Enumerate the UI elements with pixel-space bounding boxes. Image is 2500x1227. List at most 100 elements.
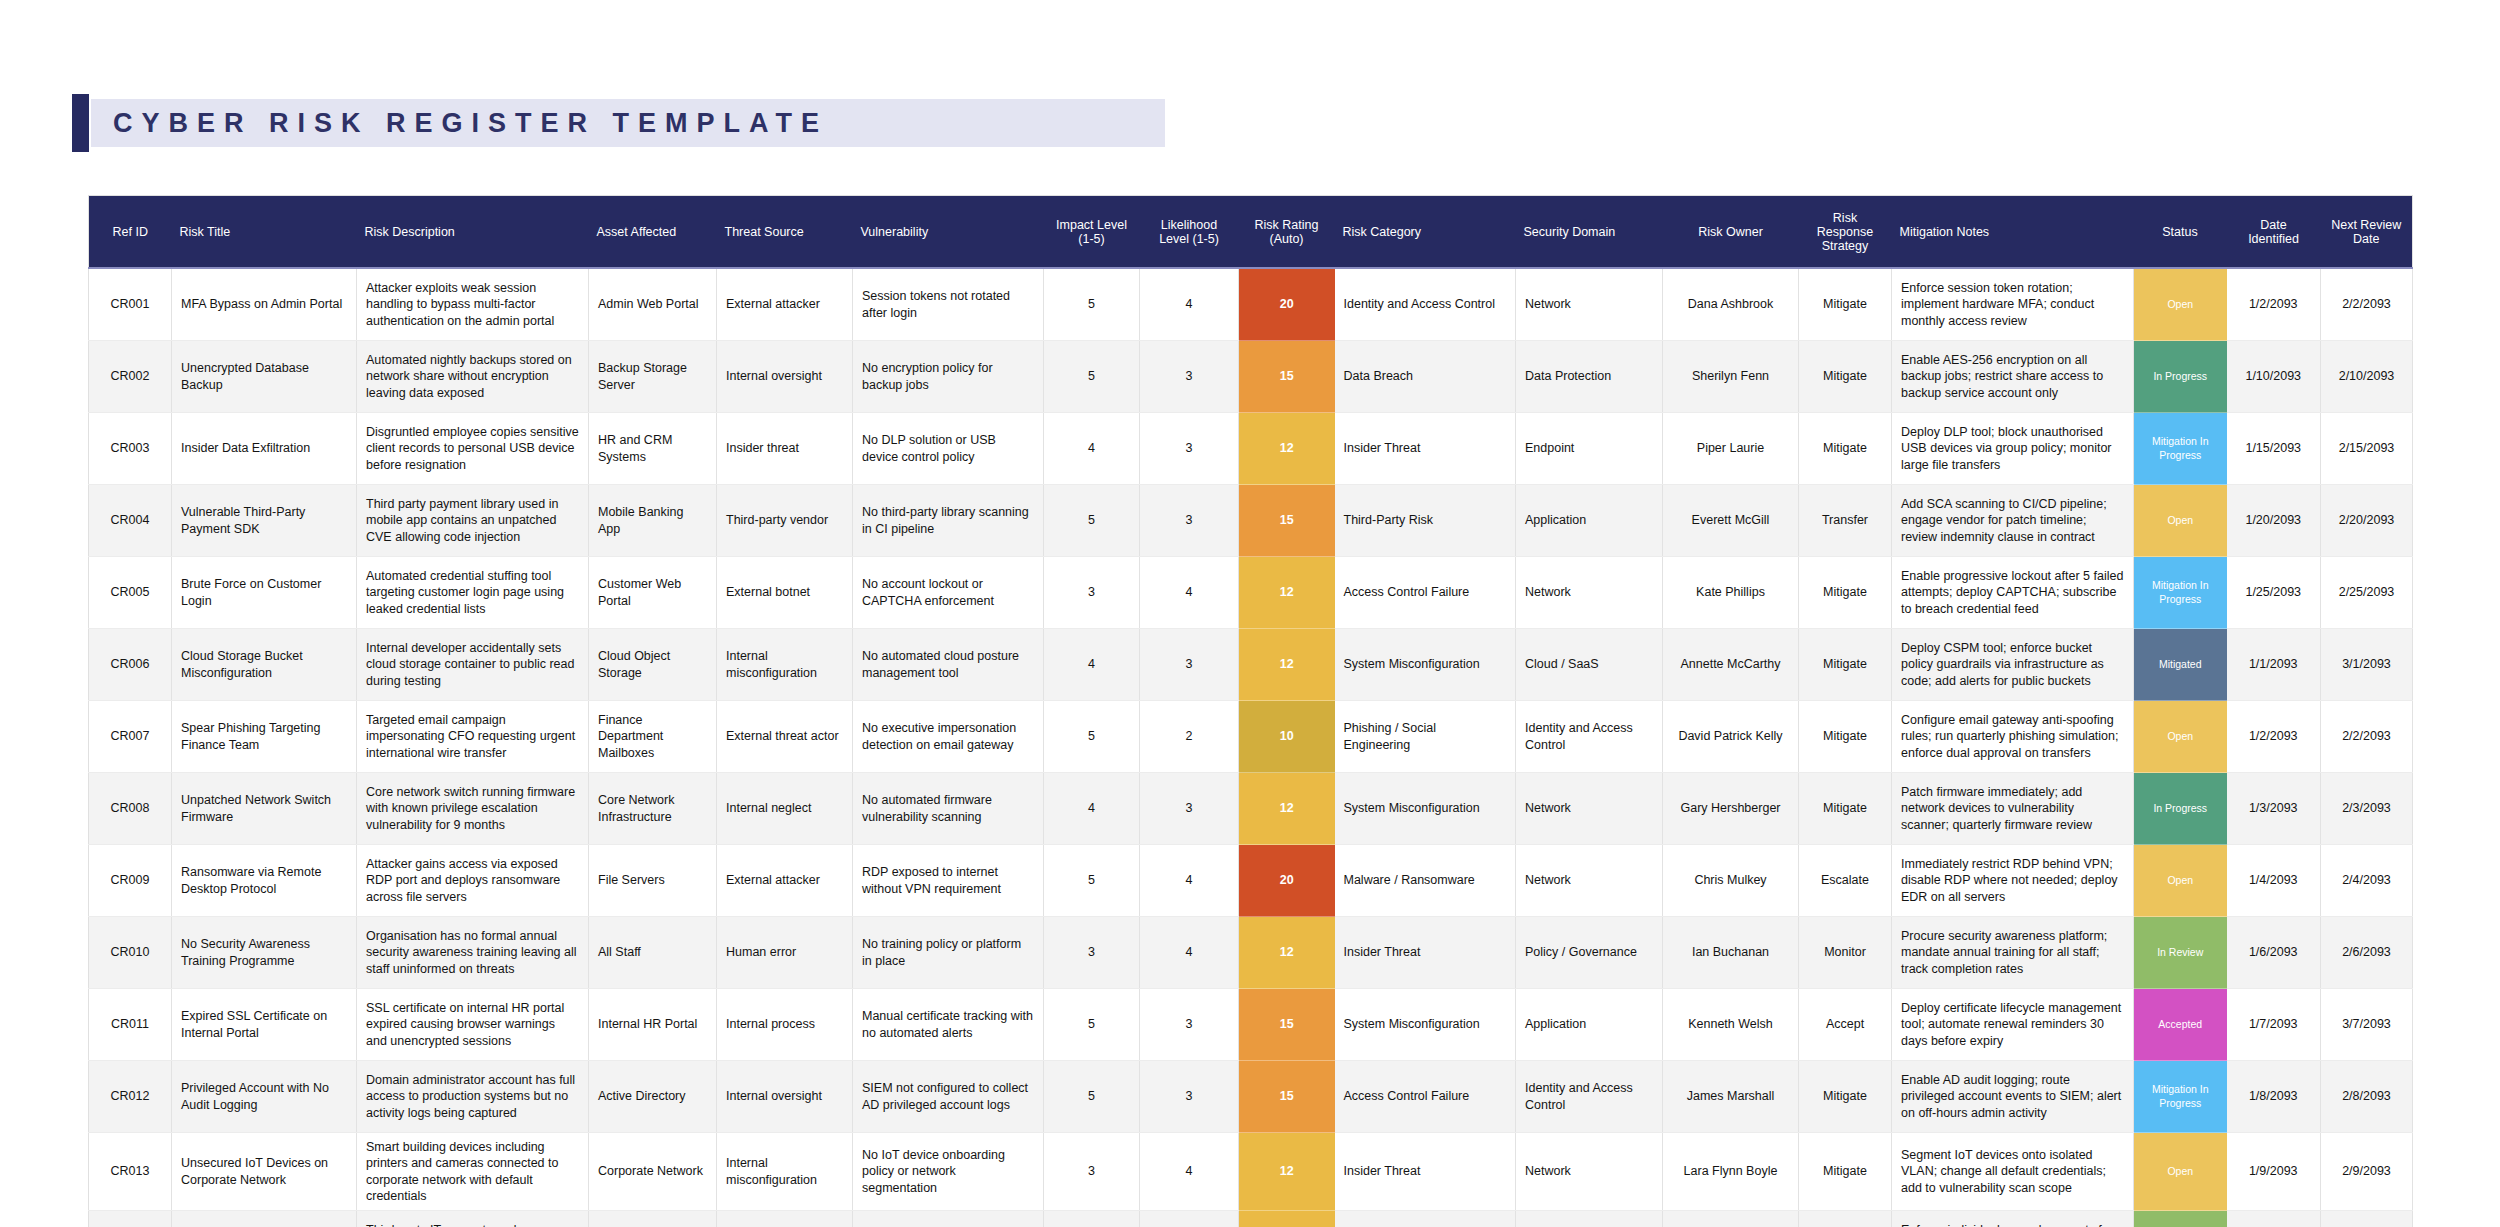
cell-vulnerability[interactable]: SIEM not configured to collect AD privil… [853, 1061, 1044, 1133]
cell-vulnerability[interactable]: Session tokens not rotated after login [853, 268, 1044, 341]
cell-risk-rating[interactable]: 15 [1239, 341, 1335, 413]
cell-ref-id[interactable]: CR008 [89, 773, 172, 845]
cell-next-review-date[interactable]: 2/11/2093 [2321, 1211, 2413, 1227]
cell-risk-description[interactable]: Third party payment library used in mobi… [357, 485, 589, 557]
cell-risk-category[interactable]: Insider Threat [1335, 1133, 1516, 1211]
cell-risk-title[interactable]: Unpatched Network Switch Firmware [172, 773, 357, 845]
cell-risk-description[interactable]: Smart building devices including printer… [357, 1133, 589, 1211]
cell-risk-rating[interactable]: 12 [1239, 413, 1335, 485]
cell-response-strategy[interactable]: Transfer [1799, 485, 1892, 557]
cell-impact-level[interactable]: 3 [1044, 1133, 1140, 1211]
cell-security-domain[interactable]: Identity and Access Control [1516, 1061, 1663, 1133]
cell-risk-title[interactable]: No Security Awareness Training Programme [172, 917, 357, 989]
cell-risk-category[interactable]: System Misconfiguration [1335, 629, 1516, 701]
cell-risk-category[interactable]: Third-Party Risk [1335, 1211, 1516, 1227]
cell-vulnerability[interactable]: No IoT device onboarding policy or netwo… [853, 1133, 1044, 1211]
cell-threat-source[interactable]: Internal process [717, 989, 853, 1061]
table-row[interactable]: CR013 Unsecured IoT Devices on Corporate… [89, 1133, 2413, 1211]
cell-next-review-date[interactable]: 2/9/2093 [2321, 1133, 2413, 1211]
cell-date-identified[interactable]: 1/11/2093 [2227, 1211, 2321, 1227]
cell-security-domain[interactable]: Network [1516, 845, 1663, 917]
cell-date-identified[interactable]: 1/2/2093 [2227, 268, 2321, 341]
cell-risk-owner[interactable]: Dana Ashbrook [1663, 268, 1799, 341]
cell-risk-description[interactable]: Core network switch running firmware wit… [357, 773, 589, 845]
table-row[interactable]: CR003 Insider Data Exfiltration Disgrunt… [89, 413, 2413, 485]
cell-next-review-date[interactable]: 3/7/2093 [2321, 989, 2413, 1061]
cell-vulnerability[interactable]: No account lockout or CAPTCHA enforcemen… [853, 557, 1044, 629]
cell-security-domain[interactable]: Application [1516, 485, 1663, 557]
cell-risk-rating[interactable]: 12 [1239, 1133, 1335, 1211]
cell-asset-affected[interactable]: Backup Storage Server [589, 341, 717, 413]
cell-mitigation-notes[interactable]: Enforce session token rotation; implemen… [1892, 268, 2134, 341]
cell-mitigation-notes[interactable]: Deploy CSPM tool; enforce bucket policy … [1892, 629, 2134, 701]
cell-risk-category[interactable]: Third-Party Risk [1335, 485, 1516, 557]
cell-vulnerability[interactable]: No training policy or platform in place [853, 917, 1044, 989]
cell-risk-category[interactable]: Insider Threat [1335, 413, 1516, 485]
cell-threat-source[interactable]: Insider threat [717, 413, 853, 485]
table-row[interactable]: CR012 Privileged Account with No Audit L… [89, 1061, 2413, 1133]
cell-risk-title[interactable]: Privileged Account with No Audit Logging [172, 1061, 357, 1133]
cell-impact-level[interactable]: 4 [1044, 773, 1140, 845]
table-row[interactable]: CR011 Expired SSL Certificate on Interna… [89, 989, 2413, 1061]
cell-risk-title[interactable]: Insider Data Exfiltration [172, 413, 357, 485]
cell-vulnerability[interactable]: No vendor PAM solution or session record… [853, 1211, 1044, 1227]
cell-risk-title[interactable]: Unencrypted Database Backup [172, 341, 357, 413]
cell-security-domain[interactable]: Network [1516, 773, 1663, 845]
cell-risk-title[interactable]: Spear Phishing Targeting Finance Team [172, 701, 357, 773]
cell-risk-category[interactable]: Phishing / Social Engineering [1335, 701, 1516, 773]
cell-threat-source[interactable]: External botnet [717, 557, 853, 629]
cell-next-review-date[interactable]: 2/2/2093 [2321, 268, 2413, 341]
cell-security-domain[interactable]: Policy / Governance [1516, 917, 1663, 989]
cell-security-domain[interactable]: Cloud / SaaS [1516, 629, 1663, 701]
cell-asset-affected[interactable]: Core Network Infrastructure [589, 773, 717, 845]
cell-likelihood-level[interactable]: 3 [1140, 629, 1239, 701]
cell-impact-level[interactable]: 5 [1044, 701, 1140, 773]
cell-response-strategy[interactable]: Monitor [1799, 917, 1892, 989]
cell-mitigation-notes[interactable]: Immediately restrict RDP behind VPN; dis… [1892, 845, 2134, 917]
cell-risk-description[interactable]: Automated nightly backups stored on netw… [357, 341, 589, 413]
cell-threat-source[interactable]: External attacker [717, 268, 853, 341]
cell-impact-level[interactable]: 5 [1044, 845, 1140, 917]
cell-risk-owner[interactable]: Ian Buchanan [1663, 917, 1799, 989]
cell-date-identified[interactable]: 1/15/2093 [2227, 413, 2321, 485]
cell-next-review-date[interactable]: 2/4/2093 [2321, 845, 2413, 917]
cell-risk-title[interactable]: Unsecured IoT Devices on Corporate Netwo… [172, 1133, 357, 1211]
cell-threat-source[interactable]: Internal misconfiguration [717, 629, 853, 701]
cell-likelihood-level[interactable]: 3 [1140, 773, 1239, 845]
cell-risk-category[interactable]: Data Breach [1335, 341, 1516, 413]
cell-mitigation-notes[interactable]: Deploy DLP tool; block unauthorised USB … [1892, 413, 2134, 485]
cell-vulnerability[interactable]: No DLP solution or USB device control po… [853, 413, 1044, 485]
cell-likelihood-level[interactable]: 3 [1140, 989, 1239, 1061]
cell-date-identified[interactable]: 1/25/2093 [2227, 557, 2321, 629]
cell-vulnerability[interactable]: No automated cloud posture management to… [853, 629, 1044, 701]
cell-threat-source[interactable]: External attacker [717, 845, 853, 917]
cell-status-badge[interactable]: In Review [2134, 1211, 2227, 1227]
cell-risk-title[interactable]: Brute Force on Customer Login [172, 557, 357, 629]
cell-risk-category[interactable]: Identity and Access Control [1335, 268, 1516, 341]
cell-risk-owner[interactable]: Kate Phillips [1663, 557, 1799, 629]
cell-next-review-date[interactable]: 2/10/2093 [2321, 341, 2413, 413]
cell-risk-description[interactable]: Targeted email campaign impersonating CF… [357, 701, 589, 773]
cell-likelihood-level[interactable]: 4 [1140, 1133, 1239, 1211]
cell-ref-id[interactable]: CR002 [89, 341, 172, 413]
cell-likelihood-level[interactable]: 4 [1140, 917, 1239, 989]
cell-impact-level[interactable]: 4 [1044, 629, 1140, 701]
cell-risk-title[interactable]: Cloud Storage Bucket Misconfiguration [172, 629, 357, 701]
cell-ref-id[interactable]: CR007 [89, 701, 172, 773]
cell-next-review-date[interactable]: 2/20/2093 [2321, 485, 2413, 557]
cell-date-identified[interactable]: 1/4/2093 [2227, 845, 2321, 917]
table-row[interactable]: CR004 Vulnerable Third-Party Payment SDK… [89, 485, 2413, 557]
table-row[interactable]: CR005 Brute Force on Customer Login Auto… [89, 557, 2413, 629]
cell-asset-affected[interactable]: VPN Gateway [589, 1211, 717, 1227]
cell-risk-rating[interactable]: 10 [1239, 701, 1335, 773]
cell-status-badge[interactable]: In Progress [2134, 773, 2227, 845]
cell-impact-level[interactable]: 5 [1044, 341, 1140, 413]
cell-likelihood-level[interactable]: 4 [1140, 268, 1239, 341]
cell-next-review-date[interactable]: 2/15/2093 [2321, 413, 2413, 485]
cell-vulnerability[interactable]: RDP exposed to internet without VPN requ… [853, 845, 1044, 917]
cell-risk-owner[interactable]: Annette McCarthy [1663, 629, 1799, 701]
cell-threat-source[interactable]: Internal neglect [717, 773, 853, 845]
cell-date-identified[interactable]: 1/2/2093 [2227, 701, 2321, 773]
cell-impact-level[interactable]: 5 [1044, 268, 1140, 341]
cell-security-domain[interactable]: Identity and Access Control [1516, 701, 1663, 773]
